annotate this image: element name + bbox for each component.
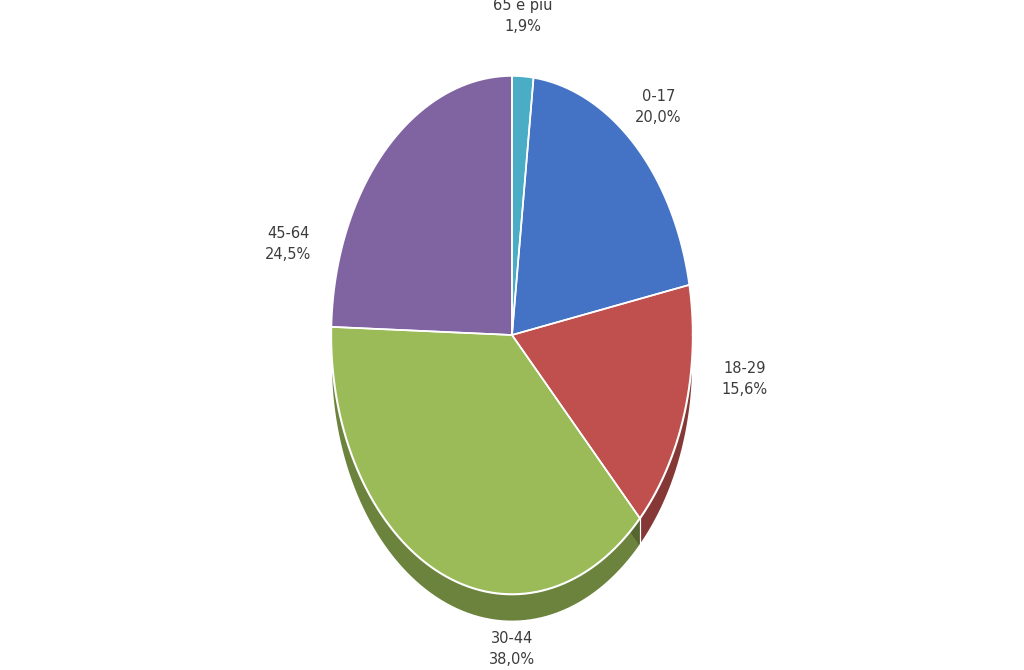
Polygon shape <box>331 76 512 335</box>
Text: 65 e più
1,9%: 65 e più 1,9% <box>493 0 553 34</box>
Polygon shape <box>331 327 640 594</box>
Polygon shape <box>512 335 640 545</box>
Polygon shape <box>512 76 534 335</box>
Polygon shape <box>512 335 640 545</box>
Polygon shape <box>512 78 689 335</box>
Text: 18-29
15,6%: 18-29 15,6% <box>722 360 768 397</box>
Text: 30-44
38,0%: 30-44 38,0% <box>488 630 536 667</box>
Polygon shape <box>331 336 640 621</box>
Text: 45-64
24,5%: 45-64 24,5% <box>265 226 311 262</box>
Polygon shape <box>640 336 693 545</box>
Polygon shape <box>512 285 693 519</box>
Text: 0-17
20,0%: 0-17 20,0% <box>635 90 682 125</box>
